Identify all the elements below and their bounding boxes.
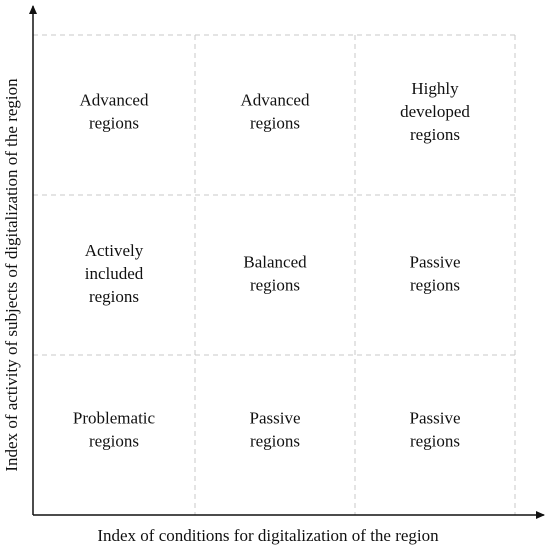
cell-label: Passive: [250, 408, 301, 427]
cell-label: Advanced: [241, 90, 310, 109]
cell-label: regions: [89, 287, 139, 306]
cells: Advanced regions Advanced regions Highly deve…: [73, 79, 471, 451]
cell-label: regions: [410, 275, 460, 294]
cell-label: regions: [89, 113, 139, 132]
cell-label: Highly: [411, 79, 459, 98]
cell-label: Passive: [410, 408, 461, 427]
cell-label: developed: [400, 102, 470, 121]
cell-label: Actively: [85, 241, 144, 260]
grid-lines: [33, 34, 516, 515]
cell-label: Balanced: [243, 252, 307, 271]
cell-label: regions: [410, 431, 460, 450]
cell-label: Problematic: [73, 408, 156, 427]
cell-label: Advanced: [80, 90, 149, 109]
cell-label: regions: [250, 275, 300, 294]
cell-label: regions: [250, 113, 300, 132]
cell-label: regions: [250, 431, 300, 450]
y-axis-label: Index of activity of subjects of digital…: [2, 78, 21, 472]
x-axis-label: Index of conditions for digitalization o…: [97, 526, 439, 545]
cell-label: Passive: [410, 252, 461, 271]
cell-label: regions: [410, 125, 460, 144]
cell-label: included: [85, 264, 144, 283]
cell-label: regions: [89, 431, 139, 450]
